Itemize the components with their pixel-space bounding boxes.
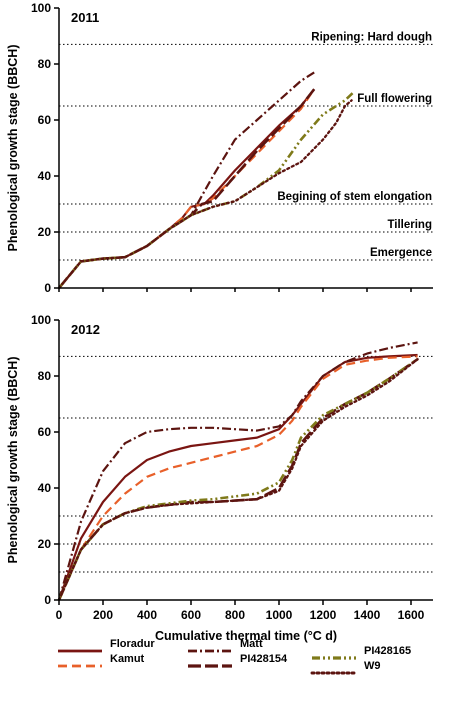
y-tick-label: 80 (38, 57, 52, 71)
x-tick-label: 600 (181, 608, 201, 622)
y-tick-label: 20 (38, 537, 52, 551)
series-line-kamut (57, 355, 418, 601)
y-tick-label: 40 (38, 169, 52, 183)
panel-label: 2011 (71, 10, 99, 25)
stage-annotation-ripening-hard-dough: Ripening: Hard dough (311, 31, 432, 43)
stage-annotation-full-flowering: Full flowering (357, 93, 432, 105)
x-tick-label: 1600 (398, 608, 425, 622)
legend-entry-w9: W9 (310, 660, 381, 675)
y-tick-label: 100 (31, 1, 51, 15)
legend-label: PI428154 (240, 653, 288, 665)
y-tick-label: 80 (38, 369, 52, 383)
x-tick-label: 0 (56, 608, 63, 622)
y-tick-label: 0 (44, 593, 51, 607)
x-axis-title: Cumulative thermal time (°C d) (155, 629, 337, 643)
y-axis-title: Phenological growth stage (BBCH) (6, 45, 20, 252)
stage-annotation-emergence: Emergence (370, 247, 432, 259)
y-tick-label: 0 (44, 281, 51, 295)
legend-label: Matt (240, 638, 263, 650)
y-tick-label: 20 (38, 225, 52, 239)
y-tick-label: 100 (31, 313, 51, 327)
legend-entry-kamut: Kamut (58, 653, 145, 668)
chart-panel-2011: Emergence Tillering Begining of stem elong… (6, 1, 433, 295)
legend-entry-matt: Matt (188, 638, 263, 653)
stage-annotation-begining-of-stem-elongation: Begining of stem elongation (277, 191, 432, 203)
series-line-matt (57, 341, 418, 601)
x-tick-label: 200 (93, 608, 113, 622)
legend-label: Kamut (110, 653, 145, 665)
series-line-w9 (57, 99, 353, 290)
legend-label: PI428165 (364, 645, 411, 657)
y-axis-title: Phenological growth stage (BBCH) (6, 357, 20, 564)
panel-label: 2012 (71, 322, 100, 337)
y-tick-label: 40 (38, 481, 52, 495)
legend-label: Floradur (110, 638, 155, 650)
series-line-matt (58, 71, 315, 289)
legend-entry-pi428165: PI428165 (312, 645, 411, 660)
legend-label: W9 (364, 660, 381, 672)
x-tick-label: 1000 (266, 608, 293, 622)
x-tick-label: 400 (137, 608, 157, 622)
chart-legend: Floradur Kamut Matt PI428154 PI428165 W9 (58, 638, 411, 675)
x-tick-label: 1200 (310, 608, 337, 622)
y-tick-label: 60 (38, 425, 52, 439)
x-tick-label: 800 (225, 608, 245, 622)
x-tick-label: 1400 (354, 608, 381, 622)
legend-entry-floradur: Floradur (58, 638, 155, 653)
legend-entry-pi428154: PI428154 (188, 653, 288, 668)
series-line-floradur (57, 353, 418, 601)
y-tick-label: 60 (38, 113, 52, 127)
stage-annotation-tillering: Tillering (387, 219, 432, 231)
series-line-pi428154 (57, 358, 419, 601)
series-line-w9 (57, 358, 419, 602)
